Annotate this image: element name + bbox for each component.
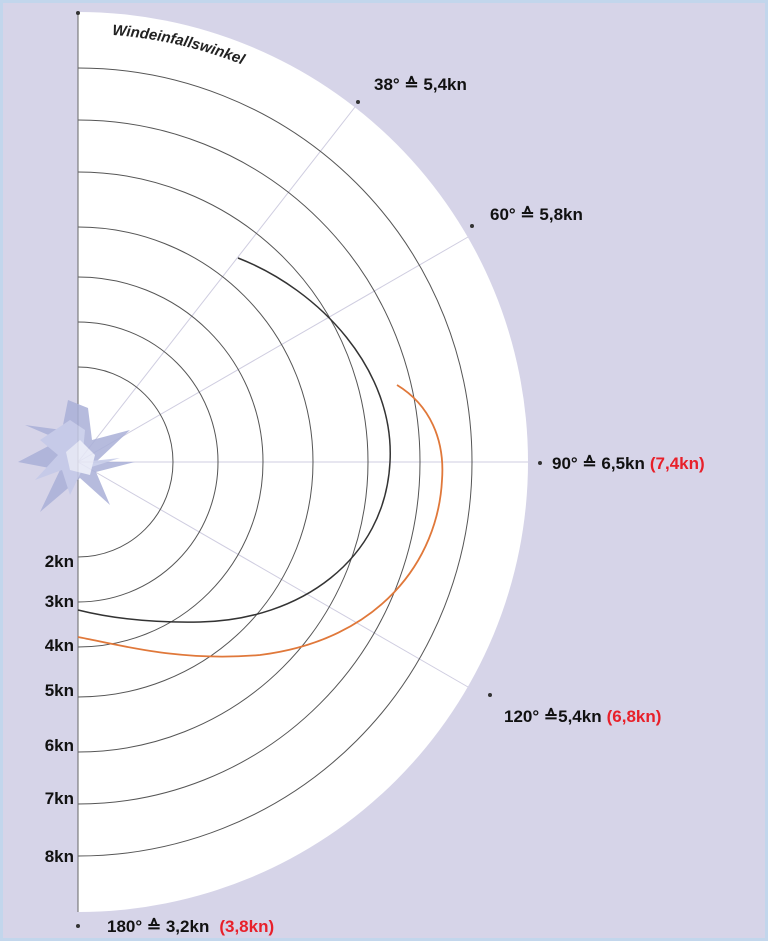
angle-label-extra: (3,8kn) [219, 917, 274, 936]
angle-label-text: 90° ≙ 6,5kn [552, 454, 645, 473]
speed-rings [77, 67, 473, 857]
ring-label: 8kn [45, 847, 74, 866]
angle-label: 38° ≙ 5,4kn [374, 75, 467, 94]
ring-label: 7kn [45, 789, 74, 808]
angle-label-text: 120° ≙5,4kn [504, 707, 602, 726]
angle-label: 60° ≙ 5,8kn [490, 205, 583, 224]
polar-curve-black [77, 257, 391, 623]
angle-label: 180° ≙ 3,2kn (3,8kn) [107, 917, 274, 936]
ring-labels: 2kn 3kn 4kn 5kn 6kn 7kn 8kn [45, 552, 74, 866]
ring-label: 6kn [45, 736, 74, 755]
ring-label: 4kn [45, 636, 74, 655]
angle-label-extra: (6,8kn) [607, 707, 662, 726]
polar-curve-orange [77, 384, 444, 658]
angle-label: 120° ≙5,4kn (6,8kn) [504, 707, 661, 726]
ring-label: 5kn [45, 681, 74, 700]
ring-label: 3kn [45, 592, 74, 611]
angle-label-text: 38° ≙ 5,4kn [374, 75, 467, 94]
wind-rose [18, 400, 135, 512]
angle-markers [76, 11, 542, 928]
ring-label: 2kn [45, 552, 74, 571]
angle-label: 90° ≙ 6,5kn (7,4kn) [552, 454, 705, 473]
angle-label-text: 180° ≙ 3,2kn [107, 917, 209, 936]
angle-label-extra: (7,4kn) [650, 454, 705, 473]
angle-label-text: 60° ≙ 5,8kn [490, 205, 583, 224]
angle-rays [77, 106, 528, 688]
